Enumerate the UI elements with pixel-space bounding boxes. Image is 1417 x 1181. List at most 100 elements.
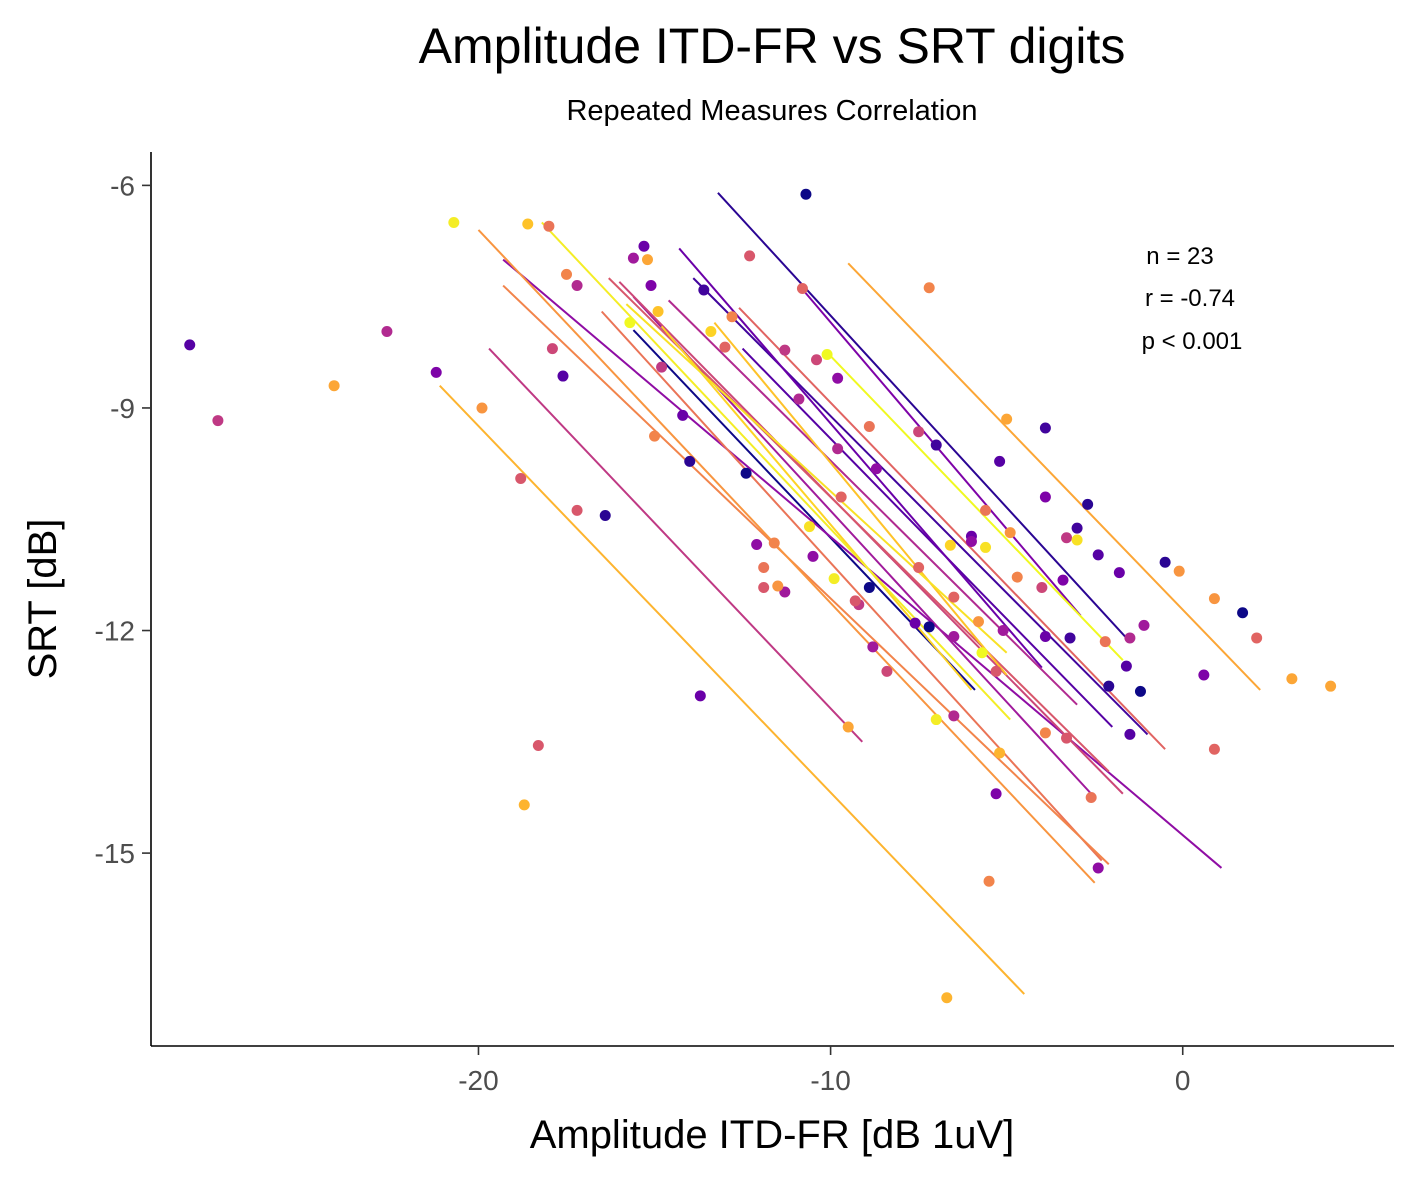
data-point-12-1 <box>515 472 527 484</box>
regression-line-9 <box>667 299 1078 706</box>
annotation-p: p < 0.001 <box>1142 328 1243 355</box>
data-point-12-7 <box>990 665 1002 677</box>
data-point-15-8 <box>1039 727 1051 739</box>
data-point-16-6 <box>1208 593 1220 605</box>
data-point-10-3 <box>779 344 791 356</box>
data-point-16-2 <box>772 580 784 592</box>
regression-line-10 <box>488 347 864 743</box>
data-point-12-6 <box>849 595 861 607</box>
data-point-13-2 <box>796 283 808 295</box>
data-point-12-5 <box>744 250 756 262</box>
data-point-22-3 <box>930 714 942 726</box>
regression-line-19 <box>713 322 1008 676</box>
data-point-9-5 <box>948 710 960 722</box>
data-point-19-2 <box>652 306 664 318</box>
data-point-3-2 <box>930 439 942 451</box>
y-tick-label: -9 <box>110 393 135 424</box>
regression-line-23 <box>829 355 1124 661</box>
regression-line-3 <box>692 277 1149 736</box>
data-point-2-3 <box>1082 498 1094 510</box>
data-point-16-4 <box>1004 527 1016 539</box>
data-point-18-2 <box>941 992 953 1004</box>
data-point-23-1 <box>624 317 636 329</box>
data-point-5-3 <box>694 690 706 702</box>
data-point-7-1 <box>751 538 763 550</box>
data-point-4-4 <box>1092 549 1104 561</box>
data-point-8-4 <box>948 630 960 642</box>
data-point-17-6 <box>1325 680 1337 692</box>
data-point-14-1 <box>543 220 555 232</box>
data-point-13-5 <box>948 591 960 603</box>
data-point-9-6 <box>1124 632 1136 644</box>
data-point-7-2 <box>807 550 819 562</box>
data-point-1-5 <box>1237 607 1249 619</box>
data-point-21-2 <box>980 541 992 553</box>
data-point-6-1 <box>430 366 442 378</box>
data-point-2-4 <box>1159 556 1171 568</box>
data-point-15-1 <box>561 268 573 280</box>
data-point-18-3 <box>994 747 1006 759</box>
data-point-15-7 <box>1011 571 1023 583</box>
data-point-12-2 <box>532 740 544 752</box>
regression-line-14 <box>600 310 1103 862</box>
data-point-11-2 <box>811 354 823 366</box>
data-point-17-5 <box>1286 673 1298 685</box>
data-point-13-1 <box>719 341 731 353</box>
data-point-12-4 <box>758 582 770 594</box>
data-point-13-6 <box>1208 743 1220 755</box>
data-point-15-2 <box>649 430 661 442</box>
data-point-3-3 <box>1039 422 1051 434</box>
regression-line-13 <box>738 307 1166 750</box>
data-point-16-3 <box>972 616 984 628</box>
data-point-11-4 <box>913 426 925 438</box>
data-point-5-1 <box>638 240 650 252</box>
data-point-21-3 <box>1071 534 1083 546</box>
data-point-14-3 <box>863 421 875 433</box>
regression-line-22 <box>541 221 1011 721</box>
data-point-20-2 <box>944 539 956 551</box>
data-point-5-2 <box>677 409 689 421</box>
data-point-17-3 <box>842 721 854 733</box>
x-axis-title: Amplitude ITD-FR [dB 1uV] <box>530 1113 1015 1157</box>
data-point-9-3 <box>793 393 805 405</box>
data-points <box>184 188 1337 1004</box>
data-point-3-5 <box>1064 632 1076 644</box>
regression-line-21 <box>625 303 1008 654</box>
data-point-17-2 <box>641 254 653 266</box>
y-axis-title: SRT [dB] <box>21 519 65 680</box>
data-point-6-2 <box>645 280 657 292</box>
data-point-20-1 <box>705 326 717 338</box>
data-point-7-4 <box>870 463 882 475</box>
x-tick-label: -20 <box>458 1065 498 1096</box>
data-point-7-6 <box>1092 862 1104 874</box>
data-point-6-4 <box>1039 491 1051 503</box>
data-point-1-1 <box>800 188 812 200</box>
data-point-4-2 <box>557 370 569 382</box>
regression-line-2 <box>717 192 1128 639</box>
regression-line-20 <box>660 325 973 691</box>
data-point-23-3 <box>976 647 988 659</box>
data-point-15-5 <box>923 282 935 294</box>
data-point-6-3 <box>990 788 1002 800</box>
regression-line-15 <box>502 284 1110 865</box>
chart-title: Amplitude ITD-FR vs SRT digits <box>419 18 1126 74</box>
data-point-9-2 <box>571 280 583 292</box>
x-tick-label: -10 <box>810 1065 850 1096</box>
data-point-22-2 <box>828 573 840 585</box>
data-point-12-8 <box>1061 732 1073 744</box>
data-point-11-3 <box>881 665 893 677</box>
data-point-8-5 <box>997 625 1009 637</box>
data-point-12-3 <box>571 504 583 516</box>
data-point-14-5 <box>1085 791 1097 803</box>
data-point-2-2 <box>684 455 696 467</box>
data-point-5-4 <box>909 617 921 629</box>
data-point-21-1 <box>803 521 815 533</box>
regression-line-4 <box>741 347 1114 728</box>
data-point-18-1 <box>518 799 530 811</box>
data-point-15-6 <box>983 875 995 887</box>
regression-lines <box>439 192 1261 995</box>
data-point-3-1 <box>698 284 710 296</box>
data-point-1-3 <box>863 582 875 594</box>
x-tick-label: 0 <box>1175 1065 1191 1096</box>
